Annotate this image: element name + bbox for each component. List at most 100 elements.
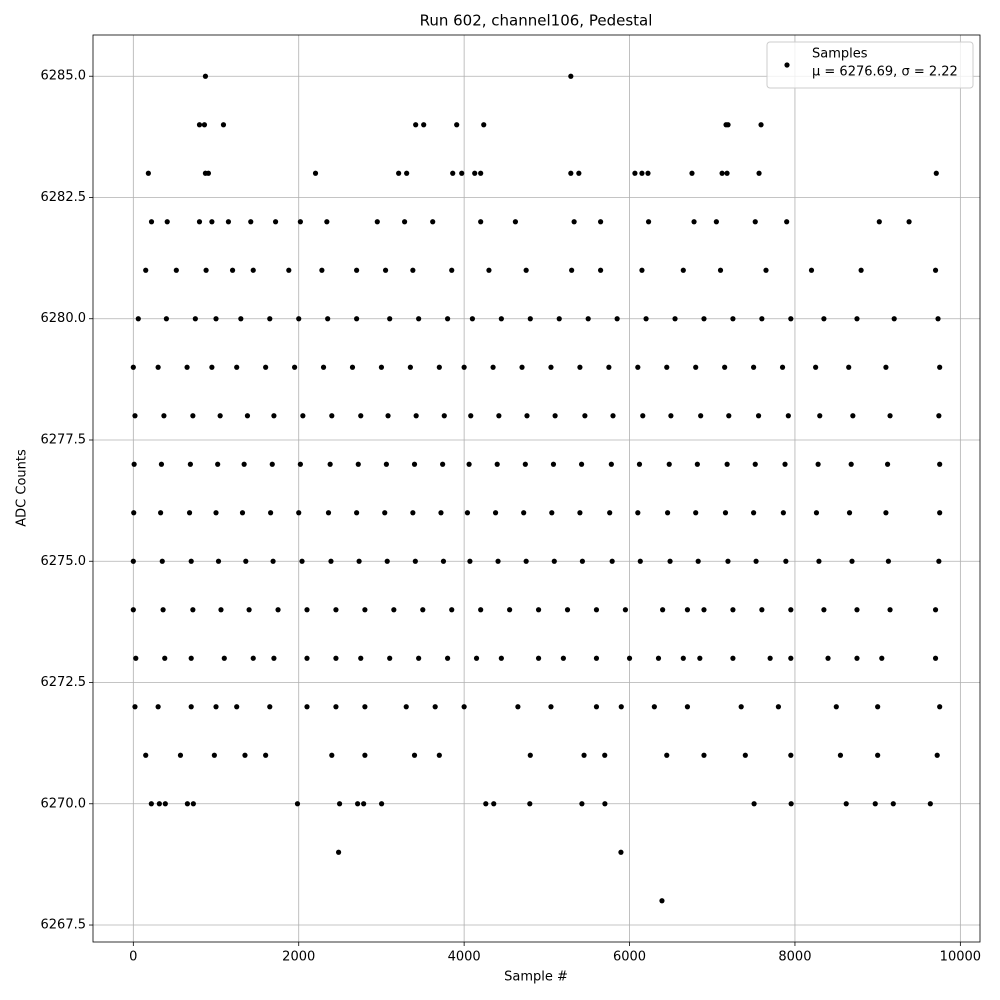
x-tick-label: 6000: [613, 950, 646, 965]
point: [932, 655, 939, 661]
point: [581, 752, 587, 758]
point: [937, 704, 943, 710]
point: [297, 461, 303, 467]
point: [753, 558, 759, 564]
point: [507, 607, 513, 613]
point: [813, 364, 819, 370]
point: [478, 219, 484, 225]
point: [548, 704, 554, 710]
point: [609, 558, 615, 564]
point: [750, 364, 757, 370]
point: [468, 413, 474, 419]
point: [355, 461, 361, 467]
point: [187, 461, 193, 467]
point: [535, 655, 542, 661]
point: [577, 510, 583, 516]
point: [250, 267, 256, 273]
point: [333, 704, 339, 710]
point: [854, 655, 860, 661]
point: [241, 461, 247, 467]
point: [358, 655, 364, 661]
y-tick-label: 6285.0: [41, 69, 87, 84]
point: [243, 558, 249, 564]
point: [190, 607, 196, 613]
point: [593, 607, 600, 613]
point: [130, 558, 136, 564]
point: [937, 510, 943, 516]
point: [527, 316, 533, 322]
point: [162, 655, 168, 661]
point: [190, 801, 196, 807]
point: [267, 704, 273, 710]
point: [416, 316, 422, 322]
point: [701, 607, 707, 613]
point: [131, 461, 137, 467]
point: [719, 170, 725, 176]
point: [602, 801, 608, 807]
point: [436, 364, 442, 370]
point: [680, 267, 686, 273]
point: [449, 607, 455, 613]
point: [724, 461, 730, 467]
point: [717, 267, 724, 273]
point: [473, 655, 480, 661]
point: [132, 413, 138, 419]
point: [271, 413, 277, 419]
point: [387, 655, 393, 661]
point: [701, 316, 707, 322]
point: [607, 510, 613, 516]
point: [211, 752, 217, 758]
point: [694, 461, 700, 467]
point: [779, 364, 786, 370]
point: [325, 510, 332, 516]
point: [752, 219, 758, 225]
point: [935, 316, 941, 322]
point: [884, 461, 891, 467]
point: [698, 413, 704, 419]
point: [564, 607, 571, 613]
point: [391, 607, 397, 613]
point: [248, 219, 254, 225]
point: [890, 801, 896, 807]
point: [155, 364, 161, 370]
point: [148, 801, 154, 807]
point: [932, 607, 939, 613]
point: [407, 364, 413, 370]
point: [639, 170, 645, 176]
point: [527, 801, 533, 807]
point: [184, 801, 191, 807]
point: [300, 413, 306, 419]
point: [327, 461, 333, 467]
legend-marker: [784, 62, 790, 68]
point: [486, 267, 492, 273]
point: [724, 170, 730, 176]
point: [527, 752, 533, 758]
point: [478, 170, 484, 176]
point: [519, 364, 525, 370]
point: [751, 801, 757, 807]
point: [263, 752, 269, 758]
point: [135, 316, 141, 322]
point: [215, 461, 221, 467]
point: [213, 704, 219, 710]
point: [659, 898, 665, 904]
point: [515, 704, 521, 710]
y-axis-label: ADC Counts: [15, 449, 30, 527]
point: [494, 461, 500, 467]
point: [374, 219, 380, 225]
point: [552, 413, 558, 419]
point: [725, 558, 731, 564]
point: [635, 510, 641, 516]
point: [815, 461, 821, 467]
point: [602, 752, 608, 758]
plot-frame: [92, 34, 981, 943]
point: [361, 801, 367, 807]
point: [640, 413, 646, 419]
point: [297, 219, 303, 225]
point: [597, 219, 604, 225]
point: [159, 558, 165, 564]
point: [325, 316, 331, 322]
point: [444, 316, 451, 322]
